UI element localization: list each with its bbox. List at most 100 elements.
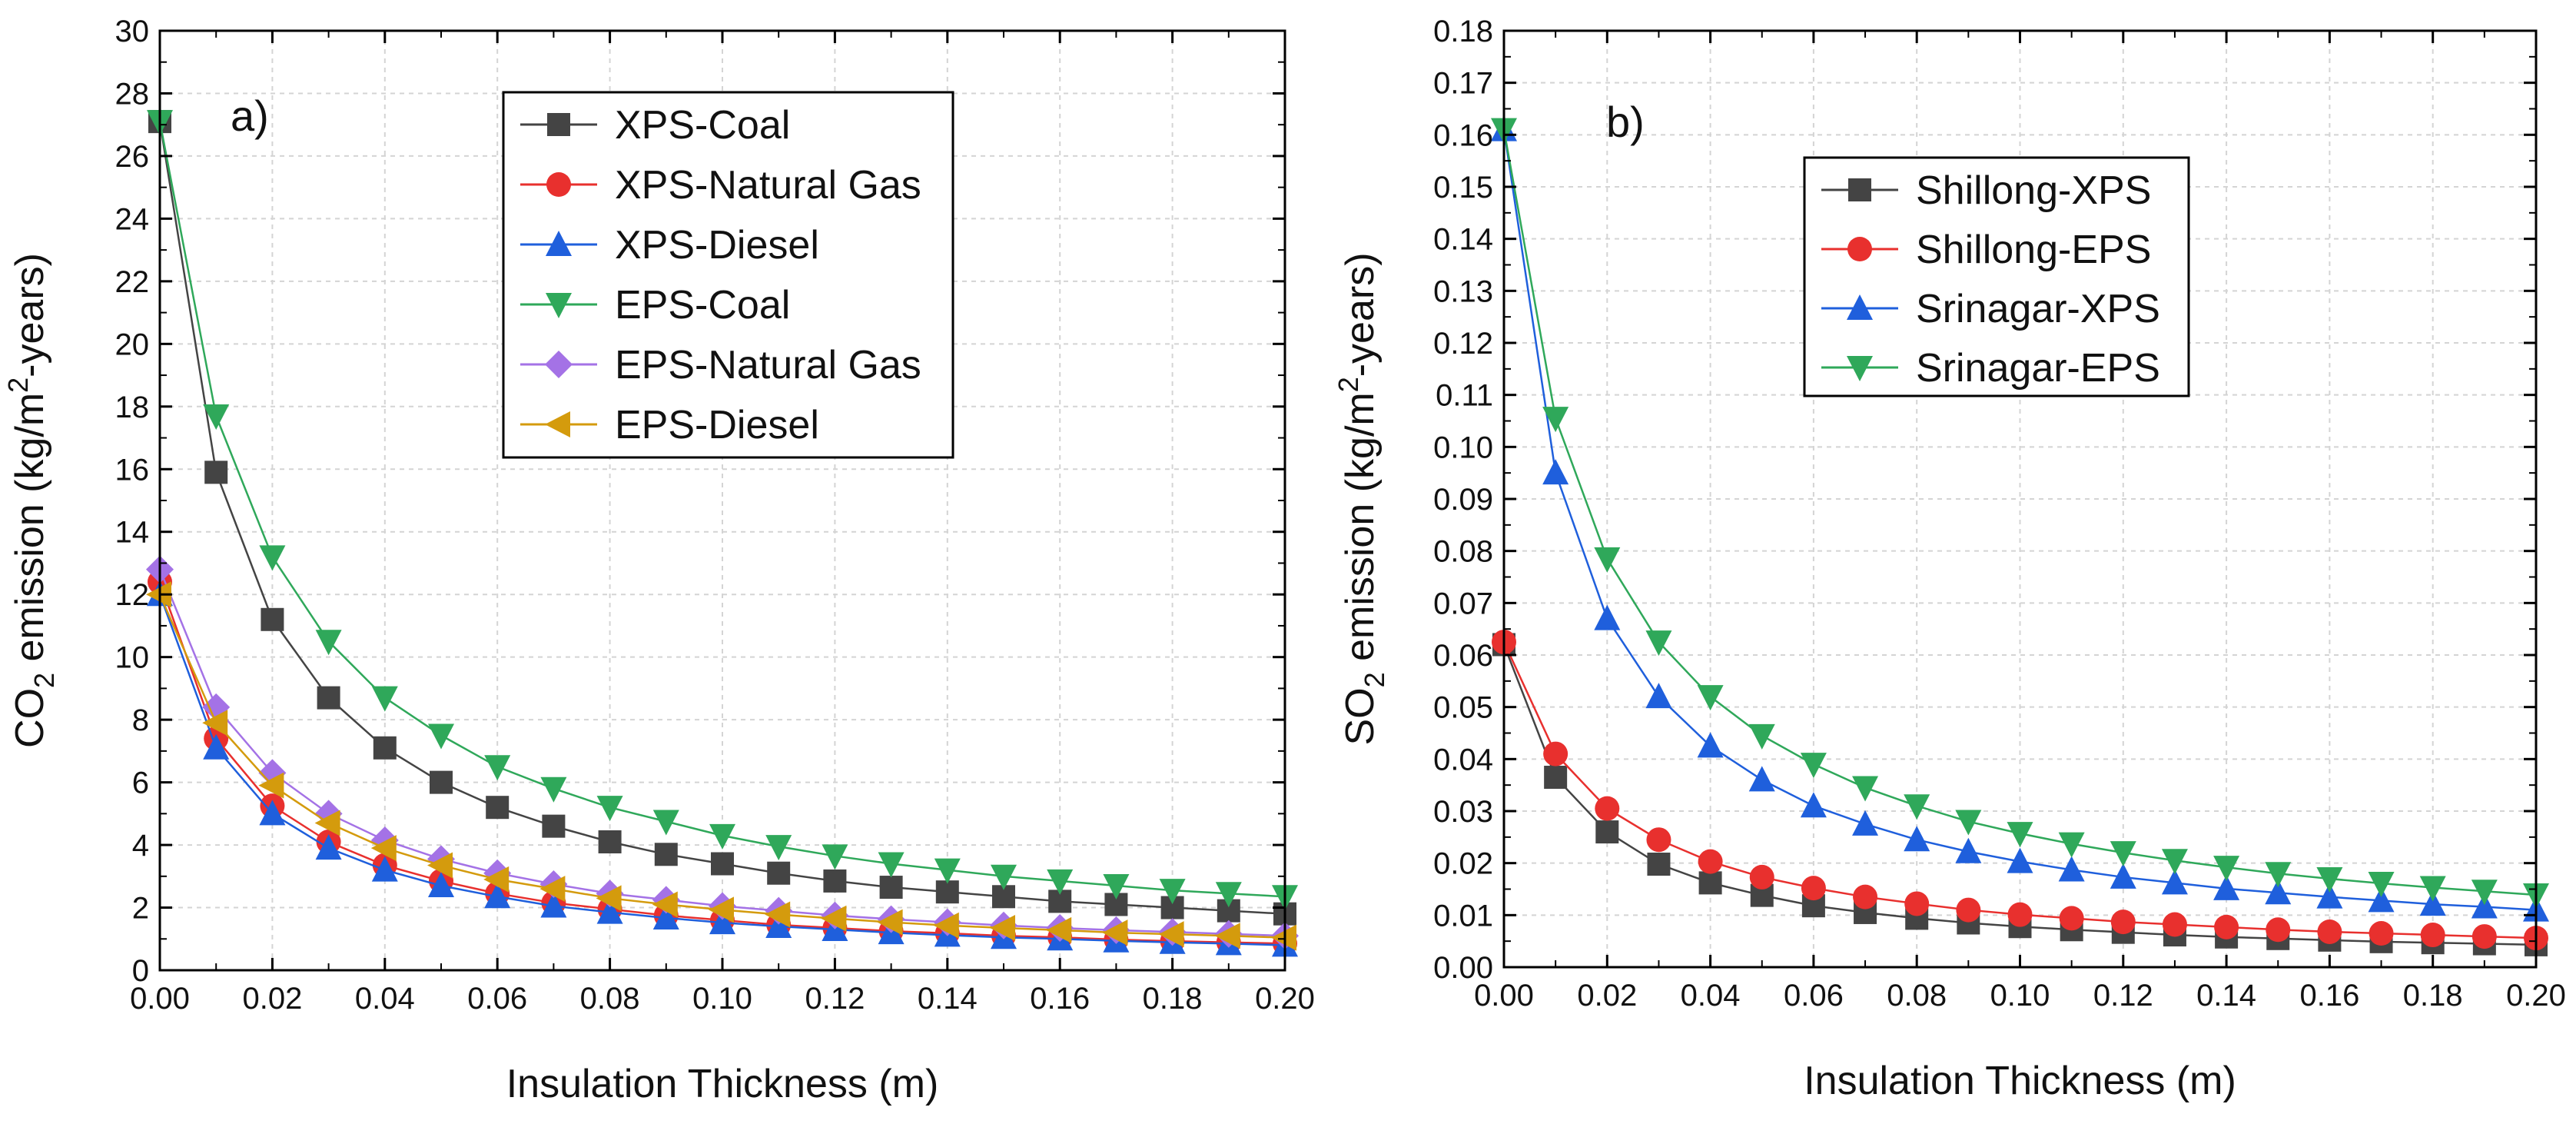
data-point <box>373 736 397 760</box>
data-point <box>2471 893 2498 919</box>
data-point <box>1955 810 1982 836</box>
legend: Shillong-XPS Shillong-EPS Srinagar-XPS Srin… <box>1803 156 2190 397</box>
data-point <box>2420 923 2445 948</box>
data-point <box>2162 912 2187 937</box>
data-point <box>822 844 848 870</box>
data-point <box>1800 753 1827 779</box>
legend-item: EPS-Natural Gas <box>520 343 921 387</box>
data-point <box>483 866 510 893</box>
y-tick-label: 18 <box>115 391 150 424</box>
x-tick-label: 0.12 <box>805 982 865 1016</box>
data-point <box>652 903 679 929</box>
x-tick-label: 0.02 <box>1577 979 1637 1013</box>
data-point <box>709 909 735 935</box>
data-point <box>1645 683 1672 709</box>
data-point <box>2266 917 2291 943</box>
data-point <box>1647 853 1671 876</box>
y-tick-label: 0.14 <box>1433 223 1493 257</box>
data-point <box>430 770 453 794</box>
data-point <box>934 858 961 884</box>
y-tick-label: 0.10 <box>1433 431 1493 464</box>
data-point <box>878 852 905 878</box>
x-axis-title: Insulation Thickness (m) <box>1804 1059 2236 1103</box>
series-eps-diesel <box>146 581 1296 951</box>
data-point <box>1542 459 1569 485</box>
data-point <box>1543 741 1569 767</box>
y-tick-label: 0.18 <box>1433 15 1493 48</box>
legend: XPS-Coal XPS-Natural Gas XPS-Diesel EPS-Coa… <box>502 91 954 459</box>
data-point <box>314 810 340 836</box>
y-tick-label: 0.01 <box>1433 899 1493 933</box>
legend-marker <box>1847 356 1873 381</box>
data-point <box>2007 902 2033 927</box>
data-point <box>1646 827 1671 853</box>
data-point <box>428 872 454 898</box>
data-point <box>542 814 566 838</box>
data-point <box>2368 872 2395 898</box>
data-point <box>990 915 1015 942</box>
data-point <box>1852 810 1879 836</box>
data-point <box>1698 871 1722 895</box>
data-point <box>202 710 228 737</box>
data-point <box>1103 874 1130 900</box>
legend-label: XPS-Diesel <box>615 223 819 268</box>
legend-item: EPS-Diesel <box>520 403 819 447</box>
data-point <box>596 898 623 924</box>
data-point <box>2316 866 2343 893</box>
y-axis-title-part: emission (kg/m <box>8 393 52 673</box>
x-tick-label: 0.18 <box>1143 982 1203 1016</box>
y-tick-label: 20 <box>115 328 150 361</box>
data-point <box>1853 884 1878 910</box>
data-point <box>259 545 286 571</box>
data-point <box>486 796 510 820</box>
data-point <box>2007 822 2033 848</box>
y-tick-label: 14 <box>115 516 150 550</box>
legend-label: XPS-Coal <box>615 103 790 148</box>
data-point <box>2110 863 2136 889</box>
data-point <box>2007 847 2033 873</box>
y-axis-title-part: 2 <box>1359 672 1390 687</box>
legend-box <box>502 91 954 459</box>
data-point <box>2059 906 2084 931</box>
data-point <box>1801 876 1826 901</box>
data-point <box>371 856 398 882</box>
data-point <box>652 810 679 836</box>
data-point <box>2419 876 2446 902</box>
legend-marker <box>546 231 572 256</box>
data-point <box>991 864 1017 890</box>
data-point <box>315 630 342 656</box>
y-tick-label: 0.06 <box>1433 639 1493 673</box>
data-point <box>2419 890 2446 916</box>
legend-marker <box>1848 178 1871 201</box>
data-point <box>1800 792 1827 818</box>
data-point <box>1594 547 1621 573</box>
x-tick-label: 0.00 <box>1474 979 1534 1013</box>
data-point <box>765 901 791 928</box>
data-point <box>709 823 735 850</box>
x-tick-label: 0.16 <box>2299 979 2359 1013</box>
y-tick-label: 0.12 <box>1433 327 1493 361</box>
legend-marker <box>547 113 570 136</box>
y-tick-label: 2 <box>132 892 149 926</box>
series-shillong-eps <box>1492 630 2548 951</box>
data-point <box>2265 862 2292 888</box>
data-point <box>1215 882 1242 908</box>
data-point <box>596 796 623 822</box>
data-point <box>2058 832 2085 858</box>
legend-label: Srinagar-XPS <box>1916 287 2160 331</box>
data-point <box>1645 630 1672 657</box>
data-point <box>2265 879 2292 905</box>
y-tick-label: 0 <box>132 954 149 988</box>
legend-label: XPS-Natural Gas <box>615 163 921 208</box>
data-point <box>540 892 567 918</box>
data-point <box>2213 874 2240 900</box>
data-point <box>1698 849 1723 874</box>
data-point <box>654 843 678 866</box>
data-point <box>1697 685 1724 711</box>
y-tick-label: 6 <box>132 767 149 800</box>
y-tick-label: 0.08 <box>1433 535 1493 569</box>
legend-marker <box>546 172 571 197</box>
legend-marker <box>1847 237 1872 261</box>
y-axis-title-part: -years) <box>1338 252 1383 377</box>
y-tick-label: 0.16 <box>1433 118 1493 152</box>
